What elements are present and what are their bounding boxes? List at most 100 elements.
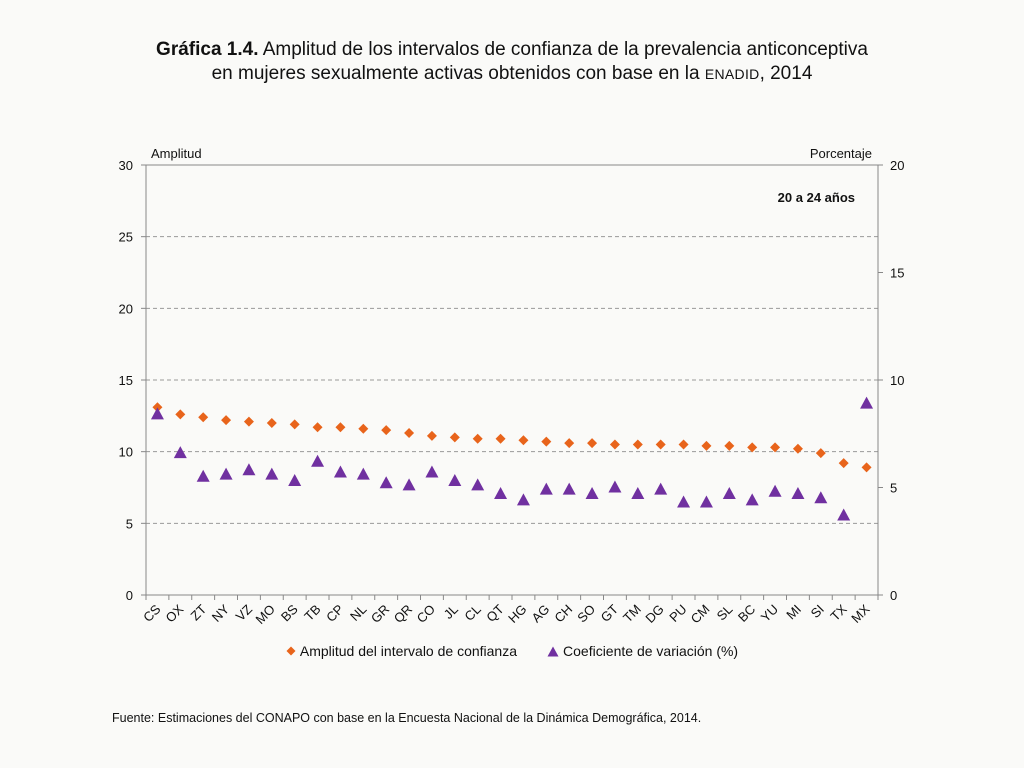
x-category-label: AG xyxy=(529,602,553,626)
x-category-label: CM xyxy=(688,602,713,627)
amplitud-point xyxy=(724,440,735,451)
amplitud-point xyxy=(243,416,254,427)
coeficiente-point xyxy=(288,474,302,487)
x-category-label: ZT xyxy=(187,601,209,623)
scatter-chart: 0 5 10 15 20 25 30 0 5 10 15 20 Amplitud Porcentaje 20… xyxy=(119,146,905,627)
coeficiente-point xyxy=(585,486,599,499)
left-axis-label: Amplitud xyxy=(151,146,202,161)
coeficiente-point xyxy=(494,486,508,499)
legend-label-amplitud: Amplitud del intervalo de confianza xyxy=(299,643,518,659)
x-category-label: TM xyxy=(620,602,644,626)
coeficiente-point xyxy=(425,465,439,478)
title-line-1: Gráfica 1.4. Amplitud de los intervalos … xyxy=(0,38,1024,62)
amplitud-point xyxy=(449,432,460,443)
coeficiente-point xyxy=(379,476,393,489)
x-category-label: CL xyxy=(461,602,483,624)
amplitud-point xyxy=(198,412,209,423)
title-line-2: en mujeres sexualmente activas obtenidos… xyxy=(0,62,1024,86)
x-category-label: NL xyxy=(347,602,369,624)
legend-triangle-icon xyxy=(547,646,559,656)
amplitud-point xyxy=(701,440,712,451)
x-category-label: SL xyxy=(714,602,736,624)
right-tick-label: 10 xyxy=(890,373,904,388)
coeficiente-point xyxy=(539,482,553,495)
legend-diamond-icon xyxy=(286,646,296,656)
coeficiente-point xyxy=(631,486,645,499)
coeficiente-point xyxy=(448,474,462,487)
legend-label-coeficiente: Coeficiente de variación (%) xyxy=(563,643,739,659)
left-tick-label: 5 xyxy=(126,516,133,531)
x-category-label: JL xyxy=(441,602,461,622)
amplitud-point xyxy=(838,458,849,469)
left-tick-label: 0 xyxy=(126,588,133,603)
amplitud-point xyxy=(861,462,872,473)
coeficiente-point xyxy=(402,478,416,491)
x-category-label: CO xyxy=(414,602,438,626)
amplitud-point xyxy=(747,442,758,453)
age-group-annotation: 20 a 24 años xyxy=(778,190,855,205)
amplitud-point xyxy=(404,428,415,439)
x-category-label: HG xyxy=(505,602,529,626)
amplitud-point xyxy=(770,442,781,453)
coeficiente-point xyxy=(722,486,736,499)
coeficiente-point xyxy=(242,463,256,476)
title-enadid: ENADID xyxy=(704,66,760,82)
x-category-label: MI xyxy=(783,602,804,623)
coeficiente-point xyxy=(173,446,187,459)
x-category-label: BC xyxy=(735,602,758,625)
coeficiente-point xyxy=(654,482,668,495)
title-line2-year: , 2014 xyxy=(759,63,813,84)
amplitud-point xyxy=(678,439,689,450)
left-tick-label: 15 xyxy=(119,373,133,388)
right-tick-label: 5 xyxy=(890,481,897,496)
amplitud-point xyxy=(221,415,232,426)
coeficiente-point xyxy=(471,478,485,491)
coeficiente-point xyxy=(791,486,805,499)
x-category-label: PU xyxy=(666,602,689,625)
amplitud-point xyxy=(266,418,277,428)
amplitud-point xyxy=(358,423,369,434)
x-category-label: SO xyxy=(574,602,598,626)
chart-title: Gráfica 1.4. Amplitud de los intervalos … xyxy=(0,38,1024,86)
left-tick-label: 30 xyxy=(119,158,133,173)
coeficiente-point xyxy=(837,508,851,521)
coeficiente-point xyxy=(677,495,691,508)
source-note: Fuente: Estimaciones del CONAPO con base… xyxy=(112,711,702,725)
x-category-label: MO xyxy=(253,602,278,627)
coeficiente-point xyxy=(699,495,713,508)
amplitud-point xyxy=(289,419,300,430)
coeficiente-point xyxy=(150,407,164,420)
left-tick-label: 25 xyxy=(119,230,133,245)
title-bold: Gráfica 1.4. xyxy=(156,39,259,60)
x-category-label: TB xyxy=(301,602,323,624)
coeficiente-point xyxy=(333,465,347,478)
coeficiente-point xyxy=(562,482,576,495)
coeficiente-point xyxy=(516,493,530,506)
chart-legend: Amplitud del intervalo de confianza Coef… xyxy=(0,643,1024,659)
x-category-label: OX xyxy=(163,601,187,625)
coeficiente-point xyxy=(265,467,279,480)
x-category-label: CS xyxy=(140,601,164,625)
legend-item-coeficiente: Coeficiente de variación (%) xyxy=(547,643,738,659)
amplitud-point xyxy=(792,443,803,454)
amplitud-point xyxy=(312,422,323,433)
x-category-label: NY xyxy=(209,601,233,625)
coeficiente-point xyxy=(311,454,325,467)
amplitud-point xyxy=(564,438,575,449)
title-line1-text: Amplitud de los intervalos de confianza … xyxy=(258,39,868,60)
right-tick-label: 20 xyxy=(890,158,904,173)
x-category-label: DG xyxy=(642,602,666,626)
x-category-label: CH xyxy=(551,602,575,626)
amplitud-point xyxy=(495,433,506,444)
right-tick-label: 0 xyxy=(890,588,897,603)
amplitud-point xyxy=(381,425,392,436)
x-category-label: QT xyxy=(483,601,506,624)
amplitud-point xyxy=(815,448,826,459)
coeficiente-point xyxy=(860,396,874,409)
amplitud-point xyxy=(518,435,529,446)
amplitud-point xyxy=(541,436,552,447)
coeficiente-point xyxy=(608,480,622,493)
amplitud-point xyxy=(335,422,346,433)
left-tick-label: 20 xyxy=(119,301,133,316)
right-tick-label: 15 xyxy=(890,266,904,281)
